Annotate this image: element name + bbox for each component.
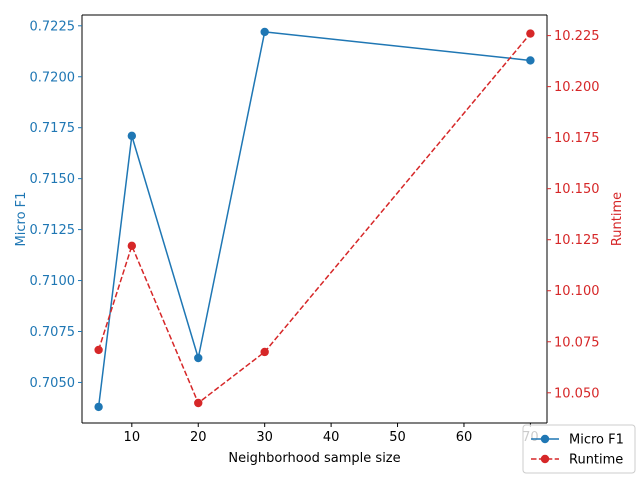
series-2-point-2 xyxy=(127,241,137,251)
series-1-point-4 xyxy=(260,27,269,37)
series-1-point-2 xyxy=(127,131,137,141)
legend-marker-2 xyxy=(540,454,550,464)
legend: Micro F1 Runtime xyxy=(522,424,636,474)
left-y-tick-label: 0.7075 xyxy=(30,325,76,340)
right-y-tick-label: 10.125 xyxy=(554,233,600,248)
x-tick-label: 20 xyxy=(190,430,207,445)
legend-box xyxy=(522,424,636,474)
series-2-point-4 xyxy=(260,347,269,357)
left-y-axis-label: Micro F1 xyxy=(14,192,29,247)
left-y-tick-label: 0.7125 xyxy=(30,223,76,238)
series-2-point-1 xyxy=(94,345,103,355)
legend-marker-1 xyxy=(540,434,550,444)
left-y-tick-label: 0.7050 xyxy=(30,376,76,391)
legend-label-1: Micro F1 xyxy=(569,433,624,448)
series-1-point-3 xyxy=(194,353,203,363)
legend-label-2: Runtime xyxy=(569,453,623,468)
left-y-tick-label: 0.7175 xyxy=(30,121,76,136)
series-2-point-5 xyxy=(526,29,535,38)
right-y-tick-label: 10.075 xyxy=(554,335,600,350)
x-tick-label: 10 xyxy=(124,430,141,445)
right-y-tick-label: 10.050 xyxy=(554,386,600,401)
plot-area: 102030405060700.70500.70750.71000.71250.… xyxy=(30,14,600,445)
x-axis-label: Neighborhood sample size xyxy=(228,451,400,466)
x-tick-label: 30 xyxy=(256,430,273,445)
left-y-tick-label: 0.7100 xyxy=(30,274,76,289)
left-y-tick-label: 0.7150 xyxy=(30,172,76,187)
right-y-tick-label: 10.150 xyxy=(554,182,600,197)
right-y-axis-label: Runtime xyxy=(610,192,625,246)
right-y-tick-label: 10.200 xyxy=(554,80,600,95)
series-1-point-5 xyxy=(526,56,535,65)
series-2-point-3 xyxy=(194,398,203,408)
x-tick-label: 60 xyxy=(456,430,473,445)
x-tick-label: 40 xyxy=(323,430,340,445)
right-y-tick-label: 10.175 xyxy=(554,131,600,146)
left-y-tick-label: 0.7225 xyxy=(30,19,76,34)
left-y-tick-label: 0.7200 xyxy=(30,70,76,85)
right-y-tick-label: 10.225 xyxy=(554,29,600,44)
x-tick-label: 50 xyxy=(389,430,406,445)
series-1-point-1 xyxy=(94,402,103,412)
right-y-tick-label: 10.100 xyxy=(554,284,600,299)
